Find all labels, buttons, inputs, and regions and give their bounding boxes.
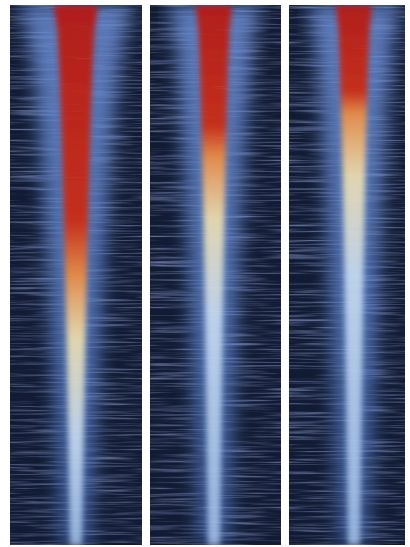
heatmap-panel [150, 5, 281, 545]
heatmap-panel [289, 5, 405, 545]
heatmap-figure [0, 0, 410, 547]
warm-streaks [10, 5, 142, 194]
heatmap-panel [10, 5, 142, 545]
warm-streaks [289, 5, 405, 194]
warm-streaks [150, 5, 281, 194]
page: (() => { const svg = document.getElement… [0, 0, 410, 547]
